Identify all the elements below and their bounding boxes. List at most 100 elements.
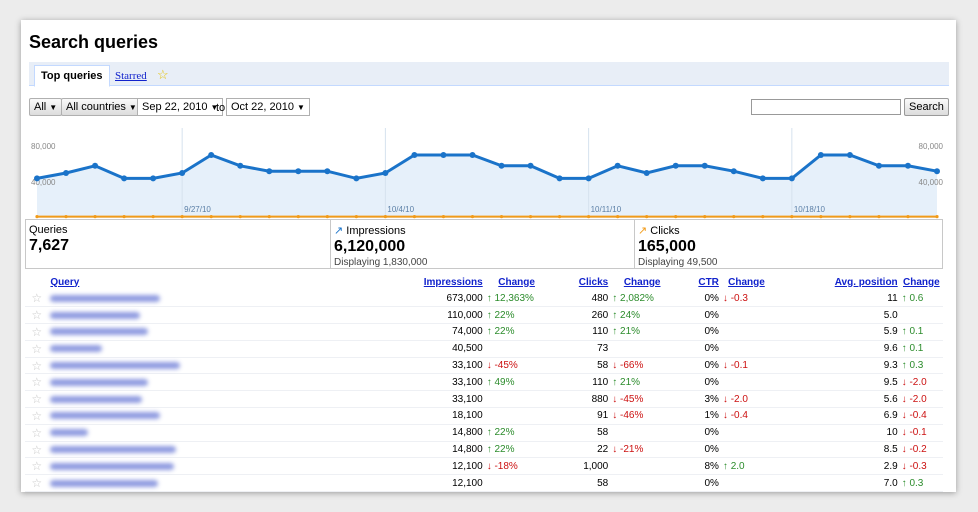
query-cell[interactable] <box>48 424 368 442</box>
table-row[interactable]: ☆ 33,100 880 ↓ -45% 3% ↓ -2.0 5.6 ↓ -2.0 <box>25 390 943 409</box>
header-position-change[interactable]: Change <box>903 276 940 288</box>
query-link[interactable] <box>50 479 159 487</box>
query-cell[interactable] <box>48 407 368 425</box>
header-clicks-change[interactable]: Change <box>623 276 661 288</box>
table-row[interactable]: ☆ 12,100 58 0% 7.0 ↑ 0.3 <box>25 474 943 492</box>
data-point-clicks <box>906 215 910 219</box>
data-point-clicks <box>935 215 939 219</box>
date-from-picker[interactable]: Sep 22, 2010 ▼ <box>137 98 224 116</box>
date-to-picker[interactable]: Oct 22, 2010 ▼ <box>226 98 310 116</box>
query-cell[interactable] <box>48 474 368 492</box>
impressions-cell: 12,100 <box>367 474 485 492</box>
query-link[interactable] <box>50 445 177 453</box>
query-cell[interactable] <box>48 390 368 409</box>
table-row[interactable]: ☆ 33,100 ↑ 49% 110 ↑ 21% 0% 9.5 ↓ -2.0 <box>25 373 943 392</box>
star-toggle-icon[interactable]: ☆ <box>25 474 49 492</box>
data-point-clicks <box>616 215 620 219</box>
query-cell[interactable] <box>48 373 368 392</box>
table-row[interactable]: ☆ 12,100 ↓ -18% 1,000 8% ↑ 2.0 2.9 ↓ -0.3 <box>25 457 943 476</box>
ctr-cell: 0% <box>674 323 721 341</box>
type-select[interactable]: All ▼ <box>29 98 63 116</box>
star-toggle-icon[interactable]: ☆ <box>25 323 49 341</box>
clicks-cell: 110 <box>548 323 611 341</box>
tab-top-queries[interactable]: Top queries <box>34 65 110 87</box>
tab-starred[interactable]: Starred <box>115 70 147 82</box>
table-row[interactable]: ☆ 14,800 ↑ 22% 22 ↓ -21% 0% 8.5 ↓ -0.2 <box>25 441 943 459</box>
star-toggle-icon[interactable]: ☆ <box>25 290 49 308</box>
ctr-change-cell <box>720 474 772 492</box>
header-query[interactable]: Query <box>50 276 80 288</box>
data-point-impressions <box>150 175 157 182</box>
avg-position-cell: 2.9 <box>771 457 900 476</box>
ctr-cell: 0% <box>674 290 721 308</box>
star-toggle-icon[interactable]: ☆ <box>25 424 49 442</box>
query-link[interactable] <box>50 294 161 302</box>
query-cell[interactable] <box>48 457 368 476</box>
position-change-cell: ↓ -0.2 <box>899 441 943 459</box>
query-cell[interactable] <box>48 306 368 325</box>
star-toggle-icon[interactable]: ☆ <box>25 373 49 392</box>
query-link[interactable] <box>50 311 141 319</box>
table-row[interactable]: ☆ 18,100 91 ↓ -46% 1% ↓ -0.4 6.9 ↓ -0.4 <box>25 407 943 425</box>
stat-clicks[interactable]: ↗ Clicks 165,000 Displaying 49,500 <box>634 220 942 268</box>
search-button[interactable]: Search <box>904 98 949 116</box>
arrow-up-icon: ↑ <box>901 292 910 304</box>
table-row[interactable]: ☆ 74,000 ↑ 22% 110 ↑ 21% 0% 5.9 ↑ 0.1 <box>25 323 943 341</box>
query-link[interactable] <box>50 395 143 403</box>
ctr-change-cell: ↓ -2.0 <box>720 390 772 409</box>
table-row[interactable]: ☆ 14,800 ↑ 22% 58 0% 10 ↓ -0.1 <box>25 424 943 442</box>
star-toggle-icon[interactable]: ☆ <box>25 357 49 375</box>
data-point-clicks <box>732 215 736 219</box>
data-point-clicks <box>35 215 39 219</box>
header-impressions[interactable]: Impressions <box>423 276 483 288</box>
position-change-cell: ↓ -0.1 <box>899 424 943 442</box>
header-ctr[interactable]: CTR <box>698 276 719 288</box>
arrow-up-icon: ↑ <box>486 376 495 388</box>
impressions-cell: 12,100 <box>367 457 485 476</box>
query-link[interactable] <box>50 412 161 420</box>
query-cell[interactable] <box>48 340 368 358</box>
table-row[interactable]: ☆ 33,100 ↓ -45% 58 ↓ -66% 0% ↓ -0.1 9.3 ↑ 0.3 <box>25 357 943 375</box>
impressions-change-cell: ↓ -45% <box>484 357 549 375</box>
y-tick-label-left: 80,000 <box>31 142 56 151</box>
data-point-impressions <box>179 170 186 176</box>
star-toggle-icon[interactable]: ☆ <box>25 340 49 358</box>
header-impressions-change[interactable]: Change <box>498 276 535 288</box>
star-toggle-icon[interactable]: ☆ <box>25 457 49 476</box>
query-cell[interactable] <box>48 357 368 375</box>
data-point-impressions <box>817 152 824 158</box>
star-toggle-icon[interactable]: ☆ <box>25 407 49 425</box>
header-clicks[interactable]: Clicks <box>578 276 609 288</box>
date-from-value: Sep 22, 2010 <box>142 101 208 113</box>
query-cell[interactable] <box>48 441 368 459</box>
position-change-cell: ↑ 0.1 <box>899 323 943 341</box>
query-cell[interactable] <box>48 323 368 341</box>
star-toggle-icon[interactable]: ☆ <box>25 441 49 459</box>
avg-position-cell: 7.0 <box>771 474 900 492</box>
query-link[interactable] <box>50 462 175 470</box>
table-row[interactable]: ☆ 40,500 73 0% 9.6 ↑ 0.1 <box>25 340 943 358</box>
table-row[interactable]: ☆ 673,000 ↑ 12,363% 480 ↑ 2,082% 0% ↓ -0.3 11 ↑ … <box>25 290 943 308</box>
query-link[interactable] <box>50 361 181 369</box>
header-avg-position[interactable]: Avg. position <box>834 276 898 288</box>
stat-impressions[interactable]: ↗ Impressions 6,120,000 Displaying 1,830… <box>330 220 634 268</box>
query-link[interactable] <box>50 328 149 336</box>
stat-queries[interactable]: Queries 7,627 <box>26 220 330 268</box>
data-point-impressions <box>643 170 650 176</box>
ctr-cell: 0% <box>674 357 721 375</box>
query-cell[interactable] <box>48 290 368 308</box>
query-link[interactable] <box>50 429 89 437</box>
query-link[interactable] <box>50 345 103 353</box>
header-ctr-change[interactable]: Change <box>728 276 765 288</box>
impressions-cell: 673,000 <box>367 290 485 308</box>
arrow-up-icon: ↑ <box>901 343 910 355</box>
country-select[interactable]: All countries ▼ <box>61 98 142 116</box>
search-input[interactable] <box>751 99 901 115</box>
query-link[interactable] <box>50 378 149 386</box>
star-toggle-icon[interactable]: ☆ <box>25 390 49 409</box>
data-point-clicks <box>587 215 591 219</box>
data-point-clicks <box>354 215 358 219</box>
table-row[interactable]: ☆ 110,000 ↑ 22% 260 ↑ 24% 0% 5.0 <box>25 306 943 325</box>
data-point-clicks <box>296 215 300 219</box>
star-toggle-icon[interactable]: ☆ <box>25 306 49 325</box>
